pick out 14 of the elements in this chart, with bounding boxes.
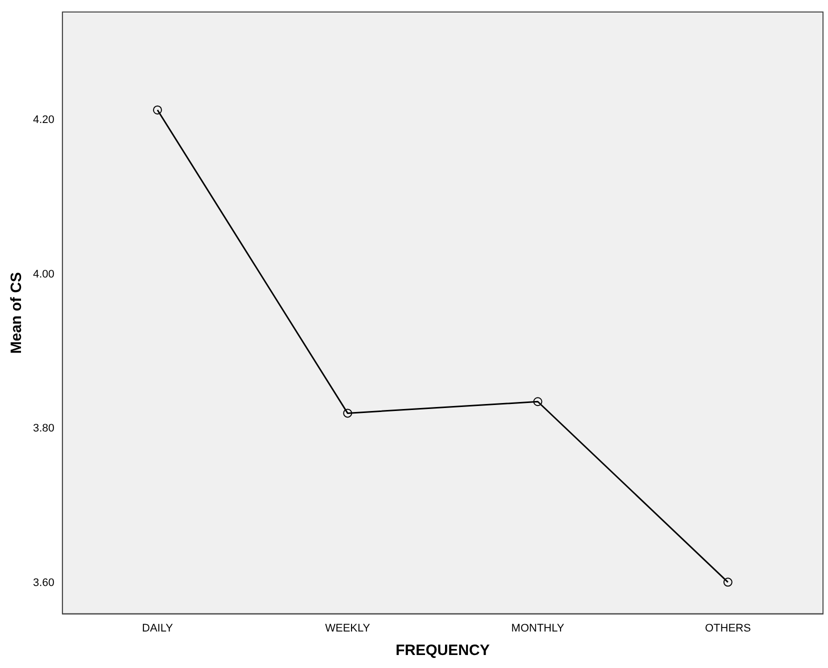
y-tick-label: 3.60 (32, 576, 54, 589)
x-tick-label: MONTHLY (511, 622, 565, 634)
y-axis-title: Mean of CS (8, 272, 26, 354)
y-tick-label: 3.80 (32, 422, 54, 435)
y-tick-label: 4.20 (32, 114, 54, 126)
x-tick-label: WEEKLY (325, 622, 371, 634)
x-tick-label: DAILY (142, 622, 174, 634)
point (343, 408, 352, 418)
x-axis-title: FREQUENCY (396, 642, 490, 660)
point (723, 578, 732, 587)
y-tick-label: 4.00 (32, 268, 54, 280)
x-tick-label: OTHERS (705, 622, 751, 634)
point (533, 397, 542, 406)
point (152, 105, 162, 114)
